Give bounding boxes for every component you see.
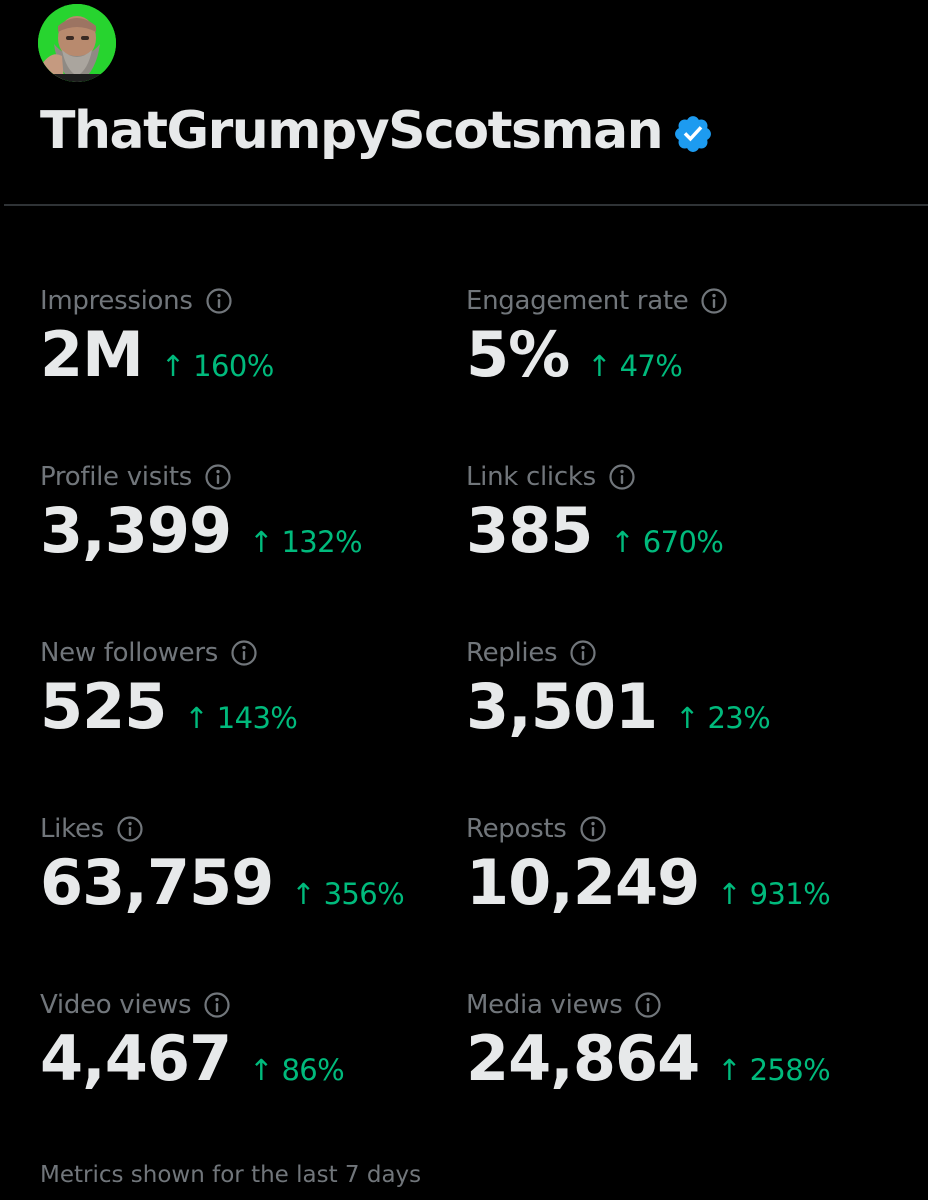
info-icon[interactable] [634, 991, 662, 1019]
metric-replies[interactable]: Replies 3,501 ↑ 23% [466, 636, 906, 776]
metric-label: Video views [40, 990, 192, 1020]
metric-value-row: 24,864 ↑ 258% [466, 1022, 831, 1095]
metric-change: ↑ 143% [184, 701, 298, 735]
metric-label: Media views [466, 990, 623, 1020]
info-icon[interactable] [116, 815, 144, 843]
metric-label: Replies [466, 638, 558, 668]
metric-change: ↑ 356% [291, 877, 405, 911]
metric-impressions[interactable]: Impressions 2M ↑ 160% [40, 284, 480, 424]
metric-label-row: Profile visits [40, 460, 232, 494]
metric-change: ↑ 86% [249, 1053, 345, 1087]
avatar[interactable] [38, 4, 116, 82]
metric-value: 385 [466, 494, 593, 567]
metric-value: 4,467 [40, 1022, 232, 1095]
metric-label-row: Impressions [40, 284, 233, 318]
metric-value-row: 2M ↑ 160% [40, 320, 274, 390]
metric-likes[interactable]: Likes 63,759 ↑ 356% [40, 812, 480, 952]
metric-value-row: 385 ↑ 670% [466, 494, 724, 567]
info-icon[interactable] [205, 287, 233, 315]
metric-value: 2M [40, 318, 144, 391]
metric-link-clicks[interactable]: Link clicks 385 ↑ 670% [466, 460, 906, 600]
metric-change: ↑ 160% [160, 349, 274, 383]
metric-value-row: 10,249 ↑ 931% [466, 846, 831, 919]
metric-value: 24,864 [466, 1022, 700, 1095]
metric-value-row: 4,467 ↑ 86% [40, 1022, 345, 1095]
metric-value-row: 5% ↑ 47% [466, 318, 683, 391]
metric-value-row: 3,399 ↑ 132% [40, 494, 363, 567]
metric-video-views[interactable]: Video views 4,467 ↑ 86% [40, 988, 480, 1128]
info-icon[interactable] [230, 639, 258, 667]
metric-value: 525 [40, 670, 167, 743]
metric-label: Engagement rate [466, 286, 689, 316]
metric-label-row: Replies [466, 636, 597, 670]
metric-label-row: Video views [40, 988, 231, 1022]
metric-label: Reposts [466, 814, 567, 844]
metric-value-row: 63,759 ↑ 356% [40, 846, 405, 919]
info-icon[interactable] [579, 815, 607, 843]
display-name[interactable]: ThatGrumpyScotsman [40, 101, 664, 161]
metric-new-followers[interactable]: New followers 525 ↑ 143% [40, 636, 480, 776]
metric-value: 63,759 [40, 846, 274, 919]
verified-badge-icon[interactable] [672, 113, 714, 155]
info-icon[interactable] [203, 991, 231, 1019]
metric-label-row: Link clicks [466, 460, 636, 494]
metric-label-row: Media views [466, 988, 662, 1022]
metric-label: Likes [40, 814, 104, 844]
metrics-period-note: Metrics shown for the last 7 days [40, 1162, 422, 1188]
info-icon[interactable] [569, 639, 597, 667]
metric-change: ↑ 670% [610, 525, 724, 559]
metric-value: 5% [466, 318, 570, 391]
display-name-row: ThatGrumpyScotsman [40, 96, 714, 166]
metric-change: ↑ 132% [249, 525, 362, 559]
metric-value-row: 525 ↑ 143% [40, 670, 298, 743]
metric-change: ↑ 23% [675, 701, 771, 735]
info-icon[interactable] [608, 463, 636, 491]
metric-label: New followers [40, 638, 218, 668]
info-icon[interactable] [204, 463, 232, 491]
metric-label-row: Likes [40, 812, 144, 846]
metric-label-row: New followers [40, 636, 258, 670]
metric-reposts[interactable]: Reposts 10,249 ↑ 931% [466, 812, 906, 952]
metric-value: 10,249 [466, 846, 700, 919]
divider [4, 204, 928, 206]
metric-label: Impressions [40, 286, 193, 316]
metric-label-row: Engagement rate [466, 284, 728, 318]
profile-header: ThatGrumpyScotsman [0, 0, 928, 206]
metric-profile-visits[interactable]: Profile visits 3,399 ↑ 132% [40, 460, 480, 600]
metric-change: ↑ 47% [587, 349, 683, 383]
metric-value: 3,399 [40, 494, 232, 567]
metric-media-views[interactable]: Media views 24,864 ↑ 258% [466, 988, 906, 1128]
metric-engagement-rate[interactable]: Engagement rate 5% ↑ 47% [466, 284, 906, 424]
avatar-bearded-man-icon [38, 4, 116, 82]
metric-label: Profile visits [40, 462, 193, 492]
metric-value-row: 3,501 ↑ 23% [466, 670, 771, 743]
metric-label: Link clicks [466, 462, 596, 492]
metric-label-row: Reposts [466, 812, 607, 846]
metric-value: 3,501 [466, 670, 658, 743]
metric-change: ↑ 258% [717, 1053, 831, 1087]
metric-change: ↑ 931% [717, 877, 831, 911]
info-icon[interactable] [700, 287, 728, 315]
